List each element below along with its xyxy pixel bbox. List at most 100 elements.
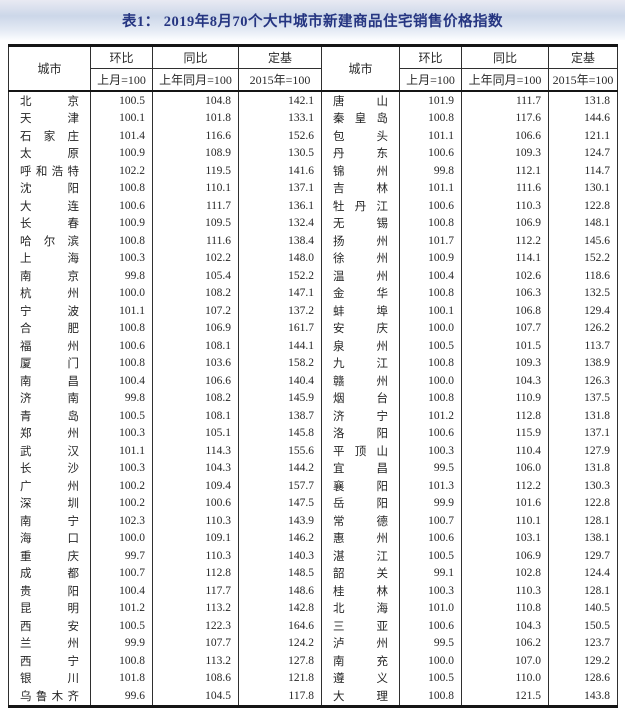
mom-value: 99.1 — [399, 564, 462, 582]
table-row: 银川 101.8 108.6 121.8 遵义 100.5 110.0 128.6 — [8, 669, 618, 687]
city-cell: 宜昌 — [321, 459, 400, 477]
fixed-base-value: 148.1 — [548, 214, 618, 232]
yoy-value: 102.8 — [461, 564, 549, 582]
city-cell: 遵义 — [321, 669, 400, 687]
mom-value: 100.3 — [90, 459, 153, 477]
yoy-value: 111.6 — [152, 232, 239, 250]
table-row: 石家庄 101.4 116.6 152.6 包头 101.1 106.6 121.1 — [8, 127, 618, 145]
yoy-value: 121.5 — [461, 687, 549, 706]
yoy-value: 112.8 — [152, 564, 239, 582]
mom-value: 102.3 — [90, 512, 153, 530]
yoy-value: 115.9 — [461, 424, 549, 442]
fixed-base-value: 143.9 — [238, 512, 322, 530]
fixed-base-value: 157.7 — [238, 477, 322, 495]
city-cell: 太原 — [8, 144, 91, 162]
city-cell: 北海 — [321, 599, 400, 617]
fixed-base-value: 142.1 — [238, 91, 322, 110]
yoy-value: 104.3 — [461, 372, 549, 390]
table-row: 大连 100.6 111.7 136.1 牡丹江 100.6 110.3 122.8 — [8, 197, 618, 215]
fixed-base-value: 138.7 — [238, 407, 322, 425]
city-cell: 合肥 — [8, 319, 91, 337]
fixed-base-value: 124.4 — [548, 564, 618, 582]
mom-value: 100.0 — [399, 372, 462, 390]
fixed-base-value: 124.2 — [238, 634, 322, 652]
mom-value: 100.6 — [399, 529, 462, 547]
mom-value: 101.0 — [399, 599, 462, 617]
fixed-base-value: 114.7 — [548, 162, 618, 180]
yoy-value: 110.1 — [461, 512, 549, 530]
fixed-base-value: 158.2 — [238, 354, 322, 372]
fixed-base-value: 150.5 — [548, 617, 618, 635]
table-row: 南京 99.8 105.4 152.2 温州 100.4 102.6 118.6 — [8, 267, 618, 285]
city-cell: 南充 — [321, 652, 400, 670]
city-cell: 九江 — [321, 354, 400, 372]
yoy-value: 110.3 — [152, 512, 239, 530]
city-cell: 泉州 — [321, 337, 400, 355]
yoy-value: 110.3 — [461, 582, 549, 600]
title-banner: 表1： 2019年8月70个大中城市新建商品住宅销售价格指数 — [0, 0, 625, 40]
city-cell: 银川 — [8, 669, 91, 687]
yoy-value: 107.2 — [152, 302, 239, 320]
city-cell: 包头 — [321, 127, 400, 145]
yoy-value: 106.9 — [461, 214, 549, 232]
fixed-base-value: 144.1 — [238, 337, 322, 355]
fixed-base-value: 132.4 — [238, 214, 322, 232]
table-row: 宁波 101.1 107.2 137.2 蚌埠 100.1 106.8 129.4 — [8, 302, 618, 320]
city-cell: 金华 — [321, 284, 400, 302]
mom-value: 102.2 — [90, 162, 153, 180]
mom-value: 100.6 — [399, 617, 462, 635]
mom-value: 101.1 — [399, 179, 462, 197]
yoy-value: 104.5 — [152, 687, 239, 706]
mom-value: 100.3 — [90, 249, 153, 267]
fixed-base-value: 138.9 — [548, 354, 618, 372]
city-cell: 韶关 — [321, 564, 400, 582]
header-fixed-base-left: 2015年=100 — [238, 68, 322, 92]
fixed-base-value: 131.8 — [548, 407, 618, 425]
yoy-value: 110.9 — [461, 389, 549, 407]
city-cell: 福州 — [8, 337, 91, 355]
city-cell: 深圳 — [8, 494, 91, 512]
yoy-value: 106.6 — [152, 372, 239, 390]
city-cell: 岳阳 — [321, 494, 400, 512]
mom-value: 100.2 — [90, 477, 153, 495]
fixed-base-value: 147.1 — [238, 284, 322, 302]
table-row: 合肥 100.8 106.9 161.7 安庆 100.0 107.7 126.2 — [8, 319, 618, 337]
fixed-base-value: 152.2 — [238, 267, 322, 285]
mom-value: 101.3 — [399, 477, 462, 495]
table-row: 郑州 100.3 105.1 145.8 洛阳 100.6 115.9 137.1 — [8, 424, 618, 442]
city-cell: 郑州 — [8, 424, 91, 442]
fixed-base-value: 131.8 — [548, 459, 618, 477]
mom-value: 101.8 — [90, 669, 153, 687]
city-cell: 长沙 — [8, 459, 91, 477]
mom-value: 101.2 — [90, 599, 153, 617]
table-row: 深圳 100.2 100.6 147.5 岳阳 99.9 101.6 122.8 — [8, 494, 618, 512]
mom-value: 101.1 — [90, 302, 153, 320]
city-cell: 锦州 — [321, 162, 400, 180]
table-row: 南昌 100.4 106.6 140.4 赣州 100.0 104.3 126.3 — [8, 372, 618, 390]
city-cell: 温州 — [321, 267, 400, 285]
header-city-right: 城市 — [321, 45, 400, 92]
yoy-value: 106.0 — [461, 459, 549, 477]
fixed-base-value: 152.2 — [548, 249, 618, 267]
yoy-value: 111.7 — [461, 91, 549, 110]
table-row: 厦门 100.8 103.6 158.2 九江 100.8 109.3 138.9 — [8, 354, 618, 372]
mom-value: 101.1 — [399, 127, 462, 145]
mom-value: 100.4 — [399, 267, 462, 285]
yoy-value: 109.3 — [461, 144, 549, 162]
fixed-base-value: 155.6 — [238, 442, 322, 460]
mom-value: 100.3 — [90, 424, 153, 442]
mom-value: 100.3 — [399, 582, 462, 600]
mom-value: 100.6 — [90, 197, 153, 215]
yoy-value: 108.2 — [152, 284, 239, 302]
yoy-value: 112.1 — [461, 162, 549, 180]
city-cell: 吉林 — [321, 179, 400, 197]
yoy-value: 109.3 — [461, 354, 549, 372]
city-cell: 青岛 — [8, 407, 91, 425]
city-cell: 贵阳 — [8, 582, 91, 600]
city-cell: 重庆 — [8, 547, 91, 565]
yoy-value: 110.0 — [461, 669, 549, 687]
header-city-left: 城市 — [8, 45, 91, 92]
yoy-value: 113.2 — [152, 652, 239, 670]
yoy-value: 110.3 — [461, 197, 549, 215]
table-row: 兰州 99.9 107.7 124.2 泸州 99.5 106.2 123.7 — [8, 634, 618, 652]
